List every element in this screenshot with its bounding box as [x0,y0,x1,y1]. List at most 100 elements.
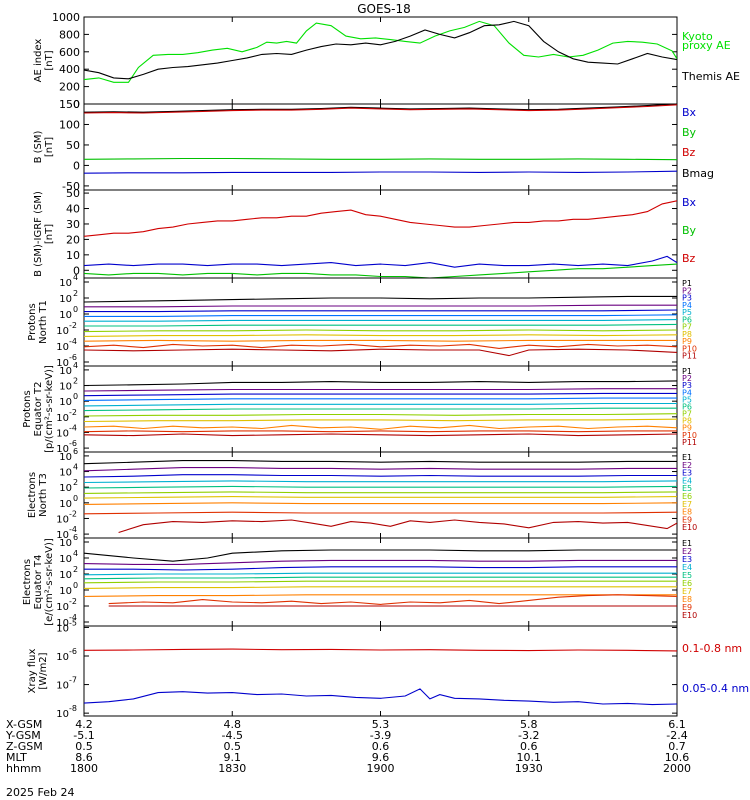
y-tick-label: 10 [56,709,69,720]
y-tick-label: 10 [59,468,72,479]
panel-series [84,200,677,278]
panel-ae: 1000 800 600 400 200 0 AE index [nT] Kyotoproxy … [33,11,740,111]
y-axis-label: Equator T2 [33,382,44,437]
y-tick-exponent: 2 [73,478,78,487]
series-p8 [84,418,677,423]
y-tick-label: 10 [59,366,72,377]
y-tick-label: 10 [59,310,72,321]
series-e4 [84,480,677,484]
y-tick-label: 10 [59,382,72,393]
panel-bfield: 150 100 50 0 -50 B (SM) [nT] Bx By Bz Bmag [33,98,714,193]
series-p10 [84,430,677,433]
panel-series [84,295,677,357]
y-tick-label: 10 [56,652,69,663]
footer-row-label: X-GSM [6,718,42,731]
legend-item: E1 [682,453,692,462]
legend-item: P5 [682,395,692,404]
legend-item: P3 [682,294,692,303]
y-axis-label: [nT] [44,50,55,70]
y-tick-label: 10 [56,602,69,613]
legend: 0.1-0.8 nm 0.05-0.4 nm [682,642,749,695]
y-tick-label: 10 [59,483,72,494]
y-tick-label: 10 [59,554,72,565]
legend-item: P2 [682,286,692,295]
footer-value: -2.4 [666,729,687,742]
y-tick-label: 400 [59,63,80,76]
y-tick-label: 10 [56,623,69,634]
y-tick-exponent: -2 [69,321,77,330]
footer-value: 4.8 [224,718,242,731]
footer-value: 1830 [218,762,246,775]
series-p11 [84,433,677,437]
y-tick-exponent: 6 [73,447,78,456]
y-tick-exponent: 6 [73,533,78,542]
legend-item: E9 [682,603,692,612]
footer-value: 0.5 [75,740,93,753]
series-p4 [84,314,677,317]
footer-date: 2025 Feb 24 [6,786,74,799]
y-tick-label: 10 [66,249,80,262]
y-tick-label: 10 [59,294,72,305]
y-tick-exponent: -2 [69,509,77,518]
legend-item: By [682,224,697,237]
legend-item: P4 [682,388,692,397]
y-tick-exponent: 4 [73,361,78,370]
y-axis-label: Protons [27,303,38,340]
y-tick-label: 10 [56,342,69,353]
legend-item: E6 [682,492,692,501]
legend-item: proxy AE [682,39,731,52]
series-e1 [84,549,677,562]
footer-value: 2000 [663,762,691,775]
y-tick-label: 10 [59,452,72,463]
y-tick-label: 50 [66,139,80,152]
legend-item: E10 [682,523,697,532]
footer-value: 0.5 [224,740,242,753]
legend-item: E5 [682,484,692,493]
y-tick-label: 1000 [52,11,80,24]
footer-value: 4.2 [75,718,93,731]
y-tick-label: 50 [66,187,80,200]
footer-value: 0.6 [520,740,538,753]
legend-item: Bmag [682,167,714,180]
legend-item: E7 [682,500,692,509]
y-tick-label: 150 [59,98,80,111]
footer-value: 10.6 [665,751,690,764]
y-axis-label: [p/(cm²-s-sr-keV)] [44,365,55,453]
y-tick-exponent: 2 [73,289,78,298]
series-e3 [84,474,677,478]
series-e7 [84,586,677,589]
y-tick-exponent: -4 [69,613,77,622]
series-p3 [84,392,677,397]
panel-frame [83,16,678,105]
y-tick-label: -50 [62,180,80,193]
footer-row-label: Z-GSM [6,740,43,753]
legend-item: E7 [682,587,692,596]
footer-value: 5.3 [372,718,390,731]
series-p2 [84,388,677,392]
y-tick-label: 10 [56,681,69,692]
series-themis-ae [84,20,677,80]
series-e1 [84,460,677,465]
footer-value: 1800 [70,762,98,775]
y-tick-exponent: -7 [69,676,77,685]
legend-item: E2 [682,461,692,470]
legend-item: 0.05-0.4 nm [682,682,749,695]
y-tick-label: 10 [56,428,69,439]
y-tick-exponent: -4 [69,423,77,432]
series-e4 [84,572,677,576]
panel-series [84,104,677,174]
y-tick-exponent: -2 [69,597,77,606]
legend-item: Kyoto [682,30,713,43]
series-0-05-0-4-nm [84,688,677,706]
series-p6 [84,407,677,412]
y-tick-label: 10 [59,499,72,510]
legend-item: E5 [682,571,692,580]
y-axis-label: [e/(cm²-s-sr-keV)] [44,538,55,626]
series-e8 [84,594,677,597]
